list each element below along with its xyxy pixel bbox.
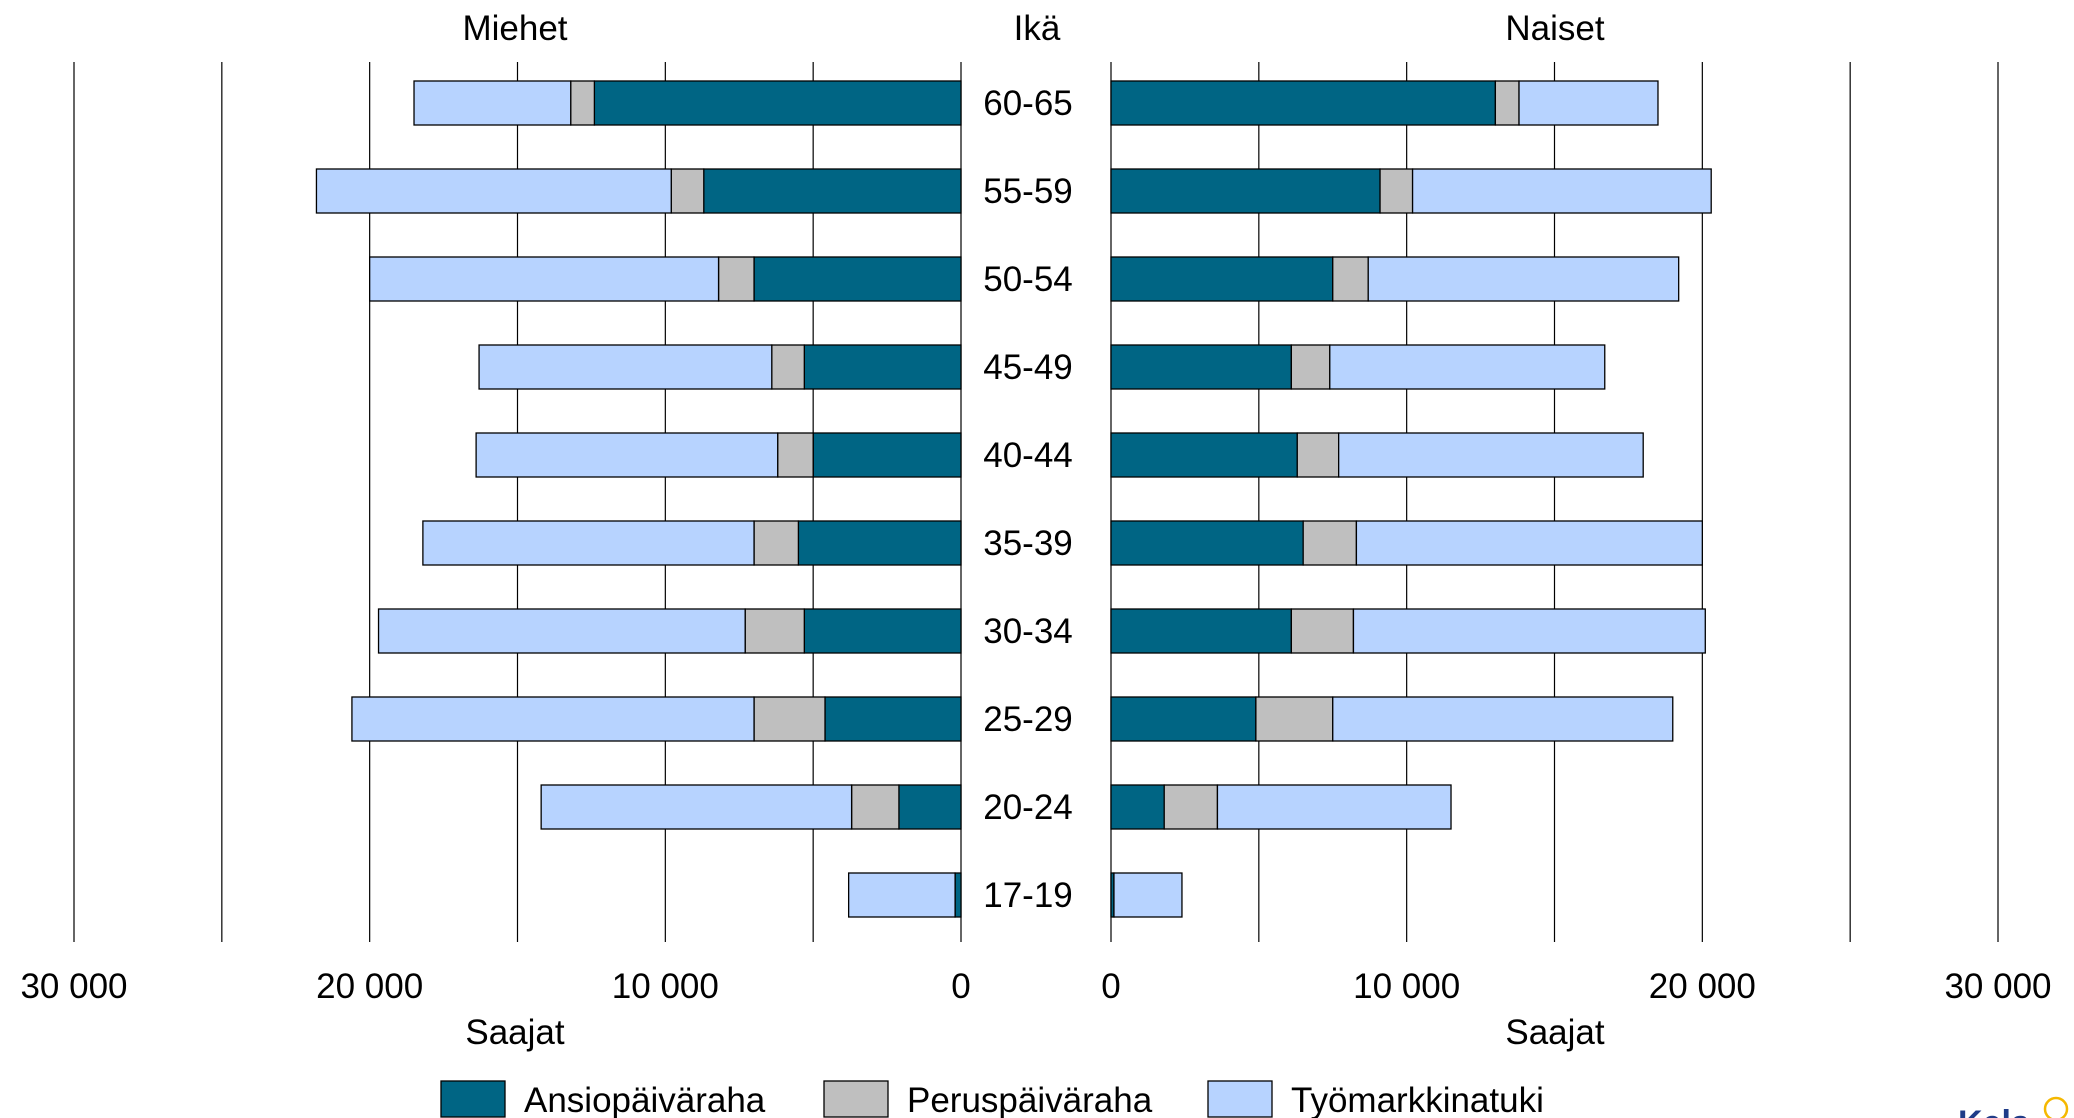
legend-label-tyomarkkinatuki: Työmarkkinatuki [1291, 1081, 1544, 1118]
bar-men-40-44-ansiopaivaraha [812, 432, 962, 478]
right-tick-label: 0 [1101, 967, 1120, 1006]
bar-women-30-34-tyomarkkinatuki [1352, 608, 1706, 654]
bar-men-45-49-peruspaivaraha [771, 344, 805, 390]
bar-women-45-49-tyomarkkinatuki [1329, 344, 1606, 390]
right-x-axis-label: Saajat [1505, 1013, 1605, 1052]
bar-men-55-59-ansiopaivaraha [703, 168, 962, 214]
bar-men-30-34-ansiopaivaraha [803, 608, 962, 654]
legend: Ansiopäiväraha Peruspäiväraha Työmarkkin… [440, 1080, 1544, 1118]
bar-men-50-54-tyomarkkinatuki [369, 256, 720, 302]
bar-men-60-65-peruspaivaraha [570, 80, 596, 126]
bar-women-25-29-tyomarkkinatuki [1332, 696, 1674, 742]
bar-women-20-24-ansiopaivaraha [1110, 784, 1165, 830]
bar-men-17-19-tyomarkkinatuki [847, 872, 956, 918]
legend-swatch-ansiopaivaraha [440, 1080, 506, 1118]
bar-men-25-29-tyomarkkinatuki [351, 696, 755, 742]
bar-women-40-44-tyomarkkinatuki [1338, 432, 1644, 478]
age-label-45-49: 45-49 [983, 348, 1073, 387]
bar-men-55-59-tyomarkkinatuki [315, 168, 672, 214]
left-x-axis-label: Saajat [465, 1013, 565, 1052]
bar-women-55-59-tyomarkkinatuki [1411, 168, 1712, 214]
bar-women-35-39-tyomarkkinatuki [1355, 520, 1703, 566]
bar-women-30-34-peruspaivaraha [1290, 608, 1355, 654]
bar-men-60-65-ansiopaivaraha [593, 80, 962, 126]
bar-women-20-24-tyomarkkinatuki [1216, 784, 1452, 830]
age-label-40-44: 40-44 [983, 436, 1073, 475]
age-labels: 60-65 55-59 50-54 45-49 40-44 35-39 30-34 25-29… [983, 84, 1073, 915]
bar-women-50-54-ansiopaivaraha [1110, 256, 1334, 302]
bar-men-20-24-tyomarkkinatuki [540, 784, 853, 830]
legend-swatch-tyomarkkinatuki [1207, 1080, 1273, 1118]
bar-women-25-29-ansiopaivaraha [1110, 696, 1257, 742]
left-tick-label: 10 000 [612, 967, 719, 1006]
bar-men-35-39-peruspaivaraha [753, 520, 800, 566]
legend-label-ansiopaivaraha: Ansiopäiväraha [524, 1081, 766, 1118]
bar-men-45-49-ansiopaivaraha [803, 344, 962, 390]
bar-men-30-34-peruspaivaraha [744, 608, 805, 654]
age-label-20-24: 20-24 [983, 788, 1073, 827]
age-label-17-19: 17-19 [983, 876, 1073, 915]
bar-men-55-59-peruspaivaraha [670, 168, 705, 214]
age-label-25-29: 25-29 [983, 700, 1073, 739]
bar-men-35-39-tyomarkkinatuki [422, 520, 755, 566]
kela-logo: Kela [1958, 1096, 2069, 1118]
bar-men-50-54-peruspaivaraha [717, 256, 755, 302]
right-tick-label: 20 000 [1649, 967, 1756, 1006]
right-tick-labels: 0 10 000 20 000 30 000 [1101, 967, 2051, 1006]
age-label-60-65: 60-65 [983, 84, 1073, 123]
bar-men-30-34-tyomarkkinatuki [377, 608, 746, 654]
left-panel-title: Miehet [462, 9, 567, 48]
left-tick-label: 0 [951, 967, 970, 1006]
bar-women-25-29-peruspaivaraha [1255, 696, 1334, 742]
bar-women-50-54-peruspaivaraha [1332, 256, 1369, 302]
bar-women-60-65-tyomarkkinatuki [1518, 80, 1659, 126]
right-tick-label: 30 000 [1944, 967, 2051, 1006]
bar-men-40-44-tyomarkkinatuki [475, 432, 779, 478]
bar-women-50-54-tyomarkkinatuki [1367, 256, 1680, 302]
bar-men-20-24-peruspaivaraha [850, 784, 900, 830]
bar-women-30-34-ansiopaivaraha [1110, 608, 1293, 654]
age-label-55-59: 55-59 [983, 172, 1073, 211]
bar-women-40-44-peruspaivaraha [1296, 432, 1340, 478]
legend-label-peruspaivaraha: Peruspäiväraha [907, 1081, 1153, 1118]
left-tick-label: 30 000 [20, 967, 127, 1006]
left-tick-label: 20 000 [316, 967, 423, 1006]
bar-women-45-49-ansiopaivaraha [1110, 344, 1293, 390]
age-label-30-34: 30-34 [983, 612, 1073, 651]
bar-women-20-24-peruspaivaraha [1163, 784, 1219, 830]
bar-men-45-49-tyomarkkinatuki [478, 344, 773, 390]
bar-men-20-24-ansiopaivaraha [898, 784, 962, 830]
age-label-50-54: 50-54 [983, 260, 1073, 299]
right-tick-label: 10 000 [1353, 967, 1460, 1006]
bar-women-55-59-ansiopaivaraha [1110, 168, 1381, 214]
kela-logo-badge-icon [2043, 1096, 2069, 1118]
bar-men-60-65-tyomarkkinatuki [413, 80, 572, 126]
bar-women-40-44-ansiopaivaraha [1110, 432, 1298, 478]
center-axis-title: Ikä [1014, 9, 1061, 48]
bar-women-60-65-ansiopaivaraha [1110, 80, 1497, 126]
legend-swatch-peruspaivaraha [823, 1080, 889, 1118]
right-panel-title: Naiset [1505, 9, 1604, 48]
left-tick-labels: 30 000 20 000 10 000 0 [20, 967, 970, 1006]
bar-women-45-49-peruspaivaraha [1290, 344, 1331, 390]
bar-men-17-19-ansiopaivaraha [954, 872, 962, 918]
bar-men-50-54-ansiopaivaraha [753, 256, 962, 302]
age-label-35-39: 35-39 [983, 524, 1073, 563]
bars [315, 80, 1712, 918]
bar-women-55-59-peruspaivaraha [1379, 168, 1414, 214]
bar-men-25-29-peruspaivaraha [753, 696, 826, 742]
bar-men-35-39-ansiopaivaraha [797, 520, 962, 566]
bar-women-35-39-ansiopaivaraha [1110, 520, 1304, 566]
bar-men-25-29-ansiopaivaraha [824, 696, 962, 742]
bar-women-35-39-peruspaivaraha [1302, 520, 1358, 566]
bar-men-40-44-peruspaivaraha [777, 432, 814, 478]
bar-women-17-19-tyomarkkinatuki [1113, 872, 1183, 918]
kela-logo-text: Kela [1958, 1104, 2031, 1118]
bar-women-60-65-peruspaivaraha [1494, 80, 1520, 126]
